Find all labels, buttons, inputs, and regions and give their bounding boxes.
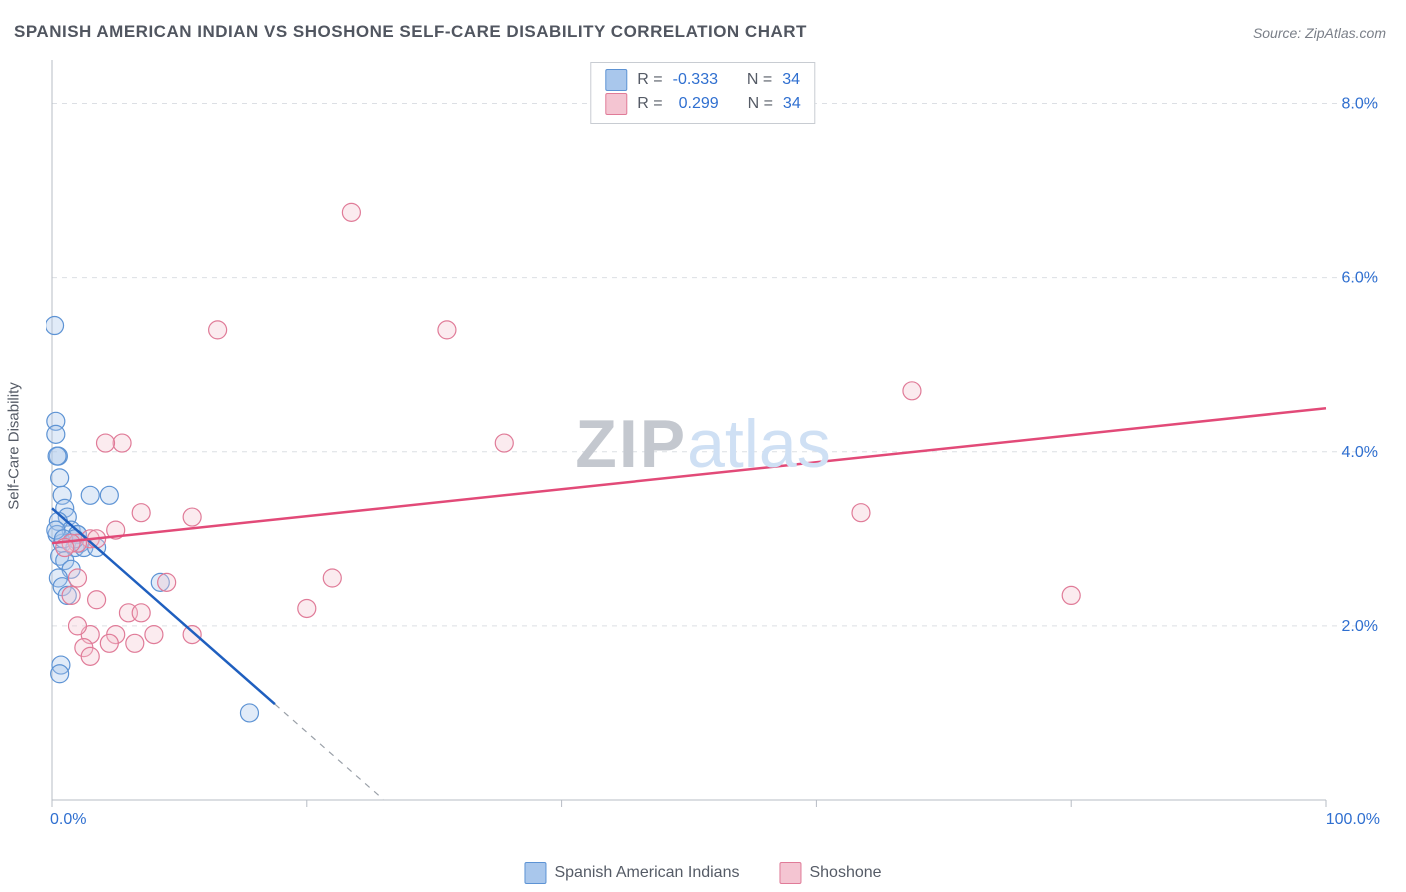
- r-label-1: R =: [637, 71, 662, 89]
- y-axis-label: Self-Care Disability: [6, 382, 23, 510]
- legend-row-series1: R = -0.333 N = 34: [605, 69, 800, 91]
- series-legend: Spanish American Indians Shoshone: [524, 862, 881, 884]
- svg-text:8.0%: 8.0%: [1342, 96, 1378, 113]
- legend-label-series1: Spanish American Indians: [554, 864, 739, 882]
- svg-text:4.0%: 4.0%: [1342, 444, 1378, 461]
- r-label-2: R =: [637, 95, 662, 113]
- svg-text:0.0%: 0.0%: [50, 811, 86, 828]
- svg-text:100.0%: 100.0%: [1326, 811, 1380, 828]
- r-value-1: -0.333: [673, 71, 718, 89]
- legend-item-series1: Spanish American Indians: [524, 862, 739, 884]
- n-label-2: N =: [748, 95, 773, 113]
- correlation-legend: R = -0.333 N = 34 R = 0.299 N = 34: [590, 62, 815, 124]
- n-value-1: 34: [782, 71, 800, 89]
- chart-title: SPANISH AMERICAN INDIAN VS SHOSHONE SELF…: [14, 22, 807, 42]
- legend-swatch-b2: [779, 862, 801, 884]
- svg-text:2.0%: 2.0%: [1342, 618, 1378, 635]
- n-label-1: N =: [747, 71, 772, 89]
- legend-swatch-series2: [605, 93, 627, 115]
- legend-label-series2: Shoshone: [809, 864, 881, 882]
- legend-row-series2: R = 0.299 N = 34: [605, 93, 800, 115]
- svg-text:6.0%: 6.0%: [1342, 270, 1378, 287]
- n-value-2: 34: [783, 95, 801, 113]
- scatter-chart: 2.0% 4.0% 6.0% 8.0% 0.0% 100.0%: [46, 60, 1386, 830]
- legend-item-series2: Shoshone: [779, 862, 881, 884]
- chart-svg: 2.0% 4.0% 6.0% 8.0% 0.0% 100.0%: [46, 60, 1386, 830]
- source-label: Source: ZipAtlas.com: [1253, 25, 1386, 41]
- r-value-2: 0.299: [679, 95, 719, 113]
- legend-swatch-series1: [605, 69, 627, 91]
- legend-swatch-b1: [524, 862, 546, 884]
